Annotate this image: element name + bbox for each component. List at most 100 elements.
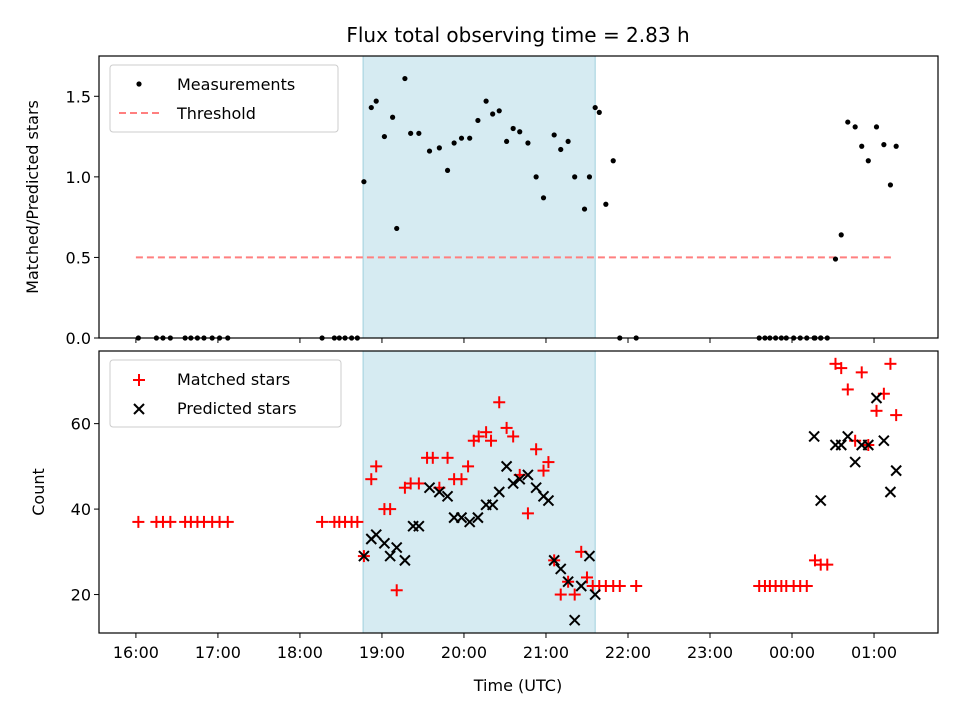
matched-star-point (316, 515, 329, 528)
matched-star-point (884, 357, 897, 370)
measurement-point (525, 140, 531, 146)
matched-star-point (554, 588, 567, 601)
matched-star-point (630, 580, 643, 592)
measurement-point (373, 98, 379, 104)
bottom-panel: 20 40 60 16:00 17:00 18:00 19:00 20:00 21:00 22:… (29, 350, 939, 695)
measurement-point (496, 108, 502, 114)
legend-predicted-marker (133, 403, 145, 415)
matched-star-point (485, 434, 498, 447)
predicted-star-point (370, 529, 382, 541)
measurement-point (483, 98, 489, 104)
bottom-x-tick-label: 21:00 (523, 643, 569, 662)
matched-star-point (841, 383, 854, 396)
bottom-x-tick-label: 17:00 (195, 643, 241, 662)
matched-star-point (542, 456, 555, 469)
measurement-point (390, 114, 396, 120)
measurement-point (551, 132, 557, 138)
predicted-star-point (575, 580, 587, 592)
predicted-star-point (514, 473, 526, 485)
x-axis-label: Time (UTC) (473, 676, 562, 695)
measurement-point (361, 179, 367, 185)
measurement-point (558, 146, 564, 153)
bottom-y-tick-label: 40 (71, 500, 91, 519)
predicted-star-point (849, 456, 861, 468)
matched-star-point (870, 404, 883, 417)
bottom-axes-frame (98, 350, 939, 634)
measurement-point (565, 138, 571, 145)
predicted-star-point (548, 554, 560, 567)
chart-title: Flux total observing time = 2.83 h (346, 23, 689, 47)
predicted-star-point (433, 486, 446, 498)
predicted-star-point (399, 554, 411, 567)
matched-star-point (351, 515, 364, 528)
matched-star-point (507, 430, 520, 443)
measurement-point (368, 104, 374, 111)
predicted-star-point (555, 563, 567, 575)
predicted-star-point (378, 537, 391, 549)
matched-star-point (855, 366, 868, 379)
bottom-x-tick-label: 23:00 (687, 643, 733, 662)
matched-star-point (480, 426, 493, 439)
predicted-star-point (815, 494, 827, 507)
matched-star-point (521, 507, 534, 520)
matched-star-point (580, 571, 593, 584)
bottom-legend: Matched stars Predicted stars (109, 359, 342, 428)
measurement-point (873, 124, 880, 130)
top-legend: Measurements Threshold (109, 64, 339, 133)
legend-measurements-label: Measurements (177, 75, 295, 94)
matched-star-point (821, 558, 834, 571)
measurement-point (887, 182, 894, 188)
predicted-star-point (441, 490, 454, 502)
matched-star-point (426, 451, 439, 464)
predicted-star-point (455, 511, 468, 524)
legend-predicted-label: Predicted stars (177, 399, 297, 418)
measurement-point (402, 75, 408, 82)
matched-star-point (384, 503, 397, 516)
bottom-shaded-interval (362, 350, 596, 634)
measurement-point (852, 124, 858, 130)
predicted-star-point (391, 541, 403, 554)
predicted-star-point (842, 430, 854, 443)
top-y-tick-label: 0.0 (66, 329, 91, 348)
measurement-point (394, 225, 400, 232)
measurement-point (610, 158, 616, 164)
legend-measurements-marker (136, 81, 142, 87)
top-y-tick-label: 1.0 (66, 168, 91, 187)
predicted-star-point (835, 439, 847, 451)
predicted-star-point (486, 499, 499, 511)
measurement-point (416, 130, 422, 136)
top-panel: 0.0 0.5 1.0 1.5 Matched/Predicted stars Mea… (23, 55, 939, 348)
legend-matched-label: Matched stars (177, 370, 290, 389)
measurement-point (832, 256, 839, 262)
measurement-point (586, 174, 593, 180)
bottom-x-tick-label: 01:00 (851, 643, 897, 662)
bottom-x-tick-label: 22:00 (605, 643, 651, 662)
top-axes-frame (98, 55, 939, 339)
matched-star-point (412, 477, 425, 490)
predicted-star-point (384, 550, 396, 562)
legend-matched-marker (133, 374, 145, 386)
matched-star-point (164, 515, 177, 528)
predicted-star-point (500, 460, 513, 473)
top-shaded-interval (362, 55, 596, 339)
matched-star-point (221, 515, 234, 528)
measurement-point (458, 135, 465, 141)
measurement-point (451, 140, 457, 146)
predicted-star-point (870, 392, 883, 404)
bottom-x-tick-label: 18:00 (277, 643, 323, 662)
measurement-point (845, 119, 851, 125)
measurement-point (859, 143, 865, 149)
matched-star-point (462, 460, 475, 473)
measurement-point (504, 138, 510, 145)
measurement-point (533, 174, 539, 180)
predicted-star-point (568, 614, 581, 626)
predicted-star-point (562, 576, 574, 588)
predicted-star-point (862, 439, 874, 451)
bottom-x-tick-label: 20:00 (441, 643, 487, 662)
matched-star-point (493, 396, 506, 409)
predicted-star-point (542, 494, 555, 507)
predicted-star-point (589, 588, 601, 601)
measurement-point (490, 111, 496, 117)
matched-star-point (390, 584, 403, 597)
